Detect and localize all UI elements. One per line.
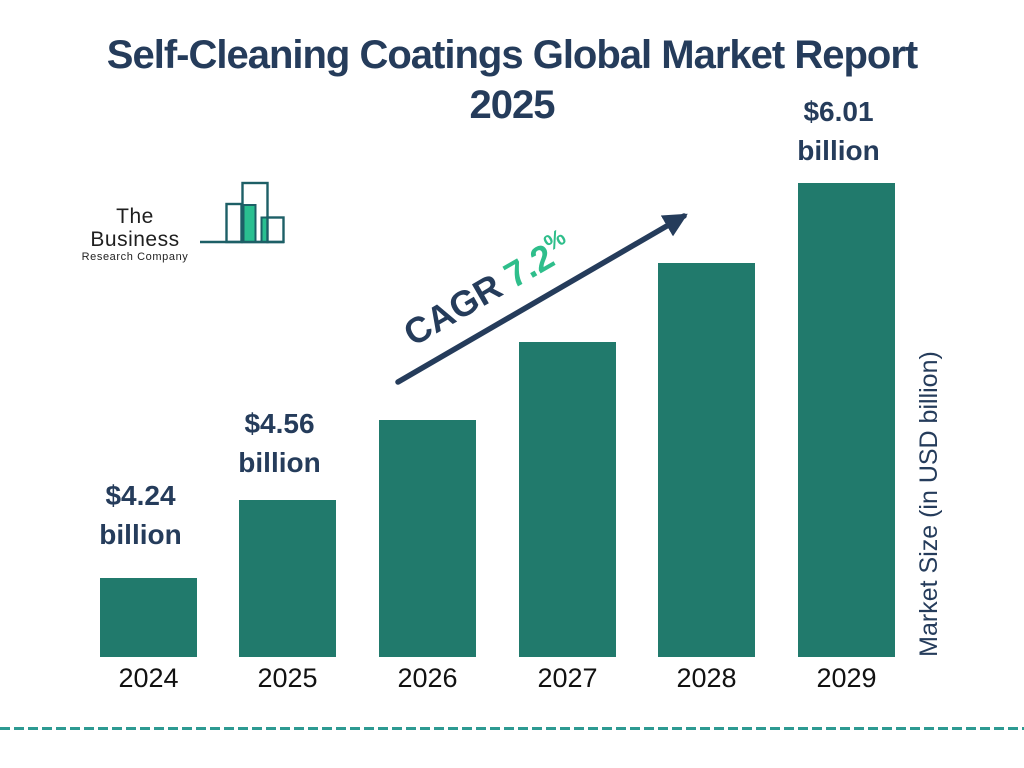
x-tick-2029: 2029 <box>816 663 877 693</box>
value-label-2029: $6.01 billion <box>797 96 880 166</box>
company-logo-text: The Business Research Company <box>75 205 195 263</box>
x-tick-2027: 2027 <box>537 663 598 693</box>
value-label-2024: $4.24 billion <box>99 480 182 550</box>
company-name: The Business <box>90 205 180 251</box>
bar-2027 <box>519 342 616 657</box>
page-title-line1: Self-Cleaning Coatings Global Market Rep… <box>106 33 918 77</box>
y-axis-label: Market Size (in USD billion) <box>915 351 943 657</box>
value-label-2025: $4.56 billion <box>238 408 321 478</box>
bar-2024 <box>100 578 197 657</box>
x-tick-2025: 2025 <box>257 663 318 693</box>
bar-2028 <box>658 263 755 657</box>
bar-2025 <box>239 500 336 657</box>
x-tick-2028: 2028 <box>676 663 737 693</box>
x-tick-2026: 2026 <box>397 663 458 693</box>
x-tick-2024: 2024 <box>118 663 179 693</box>
bar-chart-logo-icon <box>200 181 285 244</box>
bar-2026 <box>379 420 476 657</box>
growth-arrow-icon <box>395 213 688 385</box>
company-name-sub: Research Company <box>81 251 189 263</box>
bottom-dashed-divider <box>0 727 1024 730</box>
page-title: Self-Cleaning Coatings Global Market Rep… <box>0 30 1024 130</box>
page-title-line2: 2025 <box>469 83 556 127</box>
bar-2029 <box>798 183 895 657</box>
company-logo: The Business Research Company <box>75 178 285 263</box>
